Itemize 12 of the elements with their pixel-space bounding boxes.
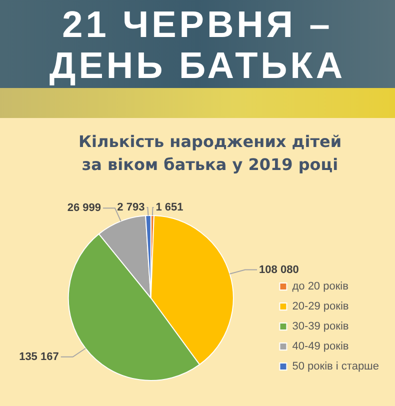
chart-title: 21 ЧЕРВНЯ – ДЕНЬ БАТЬКА: [48, 4, 347, 86]
legend-label: 40-49 років: [292, 340, 349, 353]
data-label: 135 167: [19, 350, 59, 363]
data-label: 1 651: [156, 202, 184, 214]
legend-label: до 20 років: [292, 280, 349, 293]
legend-label: 30-39 років: [292, 320, 349, 333]
data-label: 108 080: [259, 264, 299, 276]
chart-subtitle: Кількість народжених дітей за віком батька у 2019 році: [77, 131, 343, 176]
legend-label: 20-29 років: [292, 300, 349, 313]
data-label: 26 999: [67, 202, 101, 214]
legend-label: 50 років і старше: [292, 360, 380, 373]
data-label: 2 793: [117, 202, 145, 214]
